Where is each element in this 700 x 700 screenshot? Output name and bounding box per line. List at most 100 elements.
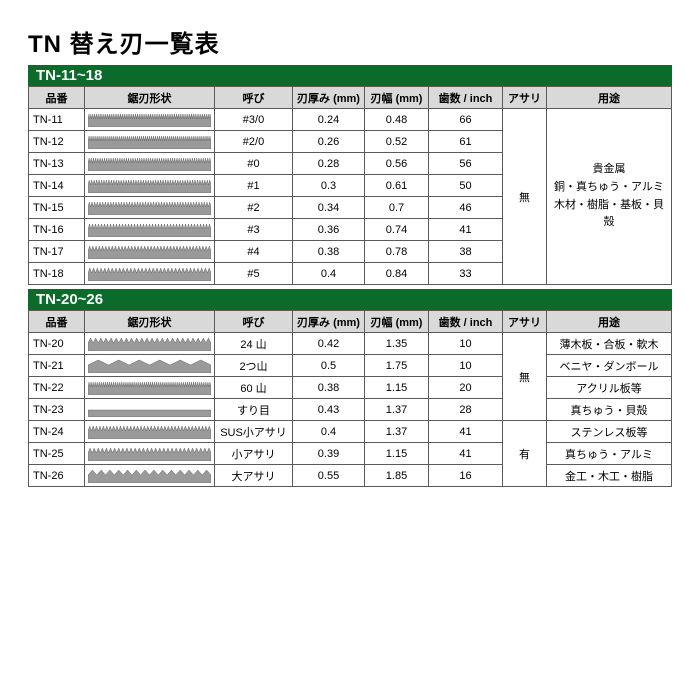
cell-thickness: 0.34 — [293, 197, 365, 219]
col-header: アサリ — [503, 311, 547, 333]
cell-tpi: 10 — [429, 333, 503, 355]
cell-shape — [85, 333, 215, 355]
cell-width: 0.61 — [365, 175, 429, 197]
cell-width: 1.75 — [365, 355, 429, 377]
table-row: TN-20 24 山0.421.3510無薄木板・合板・軟木 — [29, 333, 672, 355]
col-header: 品番 — [29, 87, 85, 109]
cell-tpi: 28 — [429, 399, 503, 421]
cell-asari: 有 — [503, 421, 547, 487]
table-row: TN-23 すり目0.431.3728真ちゅう・貝殻 — [29, 399, 672, 421]
col-header: 鋸刃形状 — [85, 87, 215, 109]
col-header: 刃幅 (mm) — [365, 87, 429, 109]
cell-thickness: 0.4 — [293, 263, 365, 285]
cell-tpi: 66 — [429, 109, 503, 131]
cell-pn: TN-20 — [29, 333, 85, 355]
cell-shape — [85, 421, 215, 443]
cell-thickness: 0.38 — [293, 377, 365, 399]
cell-width: 0.84 — [365, 263, 429, 285]
cell-shape — [85, 109, 215, 131]
cell-thickness: 0.5 — [293, 355, 365, 377]
cell-shape — [85, 465, 215, 487]
table-row: TN-26 大アサリ0.551.8516金工・木工・樹脂 — [29, 465, 672, 487]
cell-yobi: 大アサリ — [215, 465, 293, 487]
cell-shape — [85, 443, 215, 465]
cell-shape — [85, 263, 215, 285]
cell-pn: TN-18 — [29, 263, 85, 285]
cell-tpi: 50 — [429, 175, 503, 197]
cell-tpi: 41 — [429, 421, 503, 443]
cell-usage: 薄木板・合板・軟木 — [547, 333, 672, 355]
cell-thickness: 0.42 — [293, 333, 365, 355]
col-header: 刃厚み (mm) — [293, 311, 365, 333]
cell-width: 1.37 — [365, 399, 429, 421]
cell-yobi: 小アサリ — [215, 443, 293, 465]
cell-shape — [85, 175, 215, 197]
cell-thickness: 0.39 — [293, 443, 365, 465]
cell-pn: TN-12 — [29, 131, 85, 153]
cell-shape — [85, 241, 215, 263]
cell-tpi: 41 — [429, 443, 503, 465]
cell-shape — [85, 377, 215, 399]
cell-width: 0.52 — [365, 131, 429, 153]
cell-usage: 金工・木工・樹脂 — [547, 465, 672, 487]
cell-tpi: 46 — [429, 197, 503, 219]
cell-yobi: 2つ山 — [215, 355, 293, 377]
col-header: 刃幅 (mm) — [365, 311, 429, 333]
cell-pn: TN-26 — [29, 465, 85, 487]
cell-thickness: 0.24 — [293, 109, 365, 131]
cell-pn: TN-21 — [29, 355, 85, 377]
cell-pn: TN-13 — [29, 153, 85, 175]
cell-thickness: 0.4 — [293, 421, 365, 443]
cell-usage: ベニヤ・ダンボール — [547, 355, 672, 377]
cell-shape — [85, 399, 215, 421]
col-header: 用途 — [547, 87, 672, 109]
cell-tpi: 20 — [429, 377, 503, 399]
col-header: 刃厚み (mm) — [293, 87, 365, 109]
col-header: 用途 — [547, 311, 672, 333]
cell-usage: 真ちゅう・アルミ — [547, 443, 672, 465]
page-title: TN 替え刃一覧表 — [28, 24, 672, 59]
tables-container: TN-11~18品番鋸刃形状呼び刃厚み (mm)刃幅 (mm)歯数 / inch… — [28, 65, 672, 487]
cell-yobi: SUS小アサリ — [215, 421, 293, 443]
cell-thickness: 0.26 — [293, 131, 365, 153]
cell-yobi: #4 — [215, 241, 293, 263]
cell-yobi: #2 — [215, 197, 293, 219]
spec-table: 品番鋸刃形状呼び刃厚み (mm)刃幅 (mm)歯数 / inchアサリ用途TN-… — [28, 86, 672, 285]
cell-thickness: 0.55 — [293, 465, 365, 487]
cell-width: 1.15 — [365, 443, 429, 465]
cell-usage: アクリル板等 — [547, 377, 672, 399]
table-row: TN-25 小アサリ0.391.1541真ちゅう・アルミ — [29, 443, 672, 465]
cell-width: 1.15 — [365, 377, 429, 399]
cell-tpi: 41 — [429, 219, 503, 241]
col-header: 歯数 / inch — [429, 311, 503, 333]
cell-yobi: #1 — [215, 175, 293, 197]
cell-yobi: #2/0 — [215, 131, 293, 153]
cell-thickness: 0.3 — [293, 175, 365, 197]
cell-yobi: 60 山 — [215, 377, 293, 399]
cell-width: 0.7 — [365, 197, 429, 219]
cell-tpi: 16 — [429, 465, 503, 487]
cell-shape — [85, 355, 215, 377]
cell-pn: TN-15 — [29, 197, 85, 219]
table-row: TN-11 #3/00.240.4866無貴金属銅・真ちゅう・アルミ木材・樹脂・… — [29, 109, 672, 131]
cell-width: 0.56 — [365, 153, 429, 175]
cell-shape — [85, 153, 215, 175]
cell-tpi: 56 — [429, 153, 503, 175]
col-header: 鋸刃形状 — [85, 311, 215, 333]
cell-shape — [85, 219, 215, 241]
cell-tpi: 38 — [429, 241, 503, 263]
cell-usage: 貴金属銅・真ちゅう・アルミ木材・樹脂・基板・貝殻 — [547, 109, 672, 285]
cell-thickness: 0.38 — [293, 241, 365, 263]
cell-pn: TN-22 — [29, 377, 85, 399]
cell-width: 0.74 — [365, 219, 429, 241]
cell-yobi: #5 — [215, 263, 293, 285]
cell-width: 0.48 — [365, 109, 429, 131]
cell-pn: TN-24 — [29, 421, 85, 443]
cell-thickness: 0.43 — [293, 399, 365, 421]
cell-pn: TN-16 — [29, 219, 85, 241]
cell-pn: TN-11 — [29, 109, 85, 131]
cell-width: 1.37 — [365, 421, 429, 443]
cell-tpi: 61 — [429, 131, 503, 153]
cell-pn: TN-14 — [29, 175, 85, 197]
spec-table: 品番鋸刃形状呼び刃厚み (mm)刃幅 (mm)歯数 / inchアサリ用途TN-… — [28, 310, 672, 487]
